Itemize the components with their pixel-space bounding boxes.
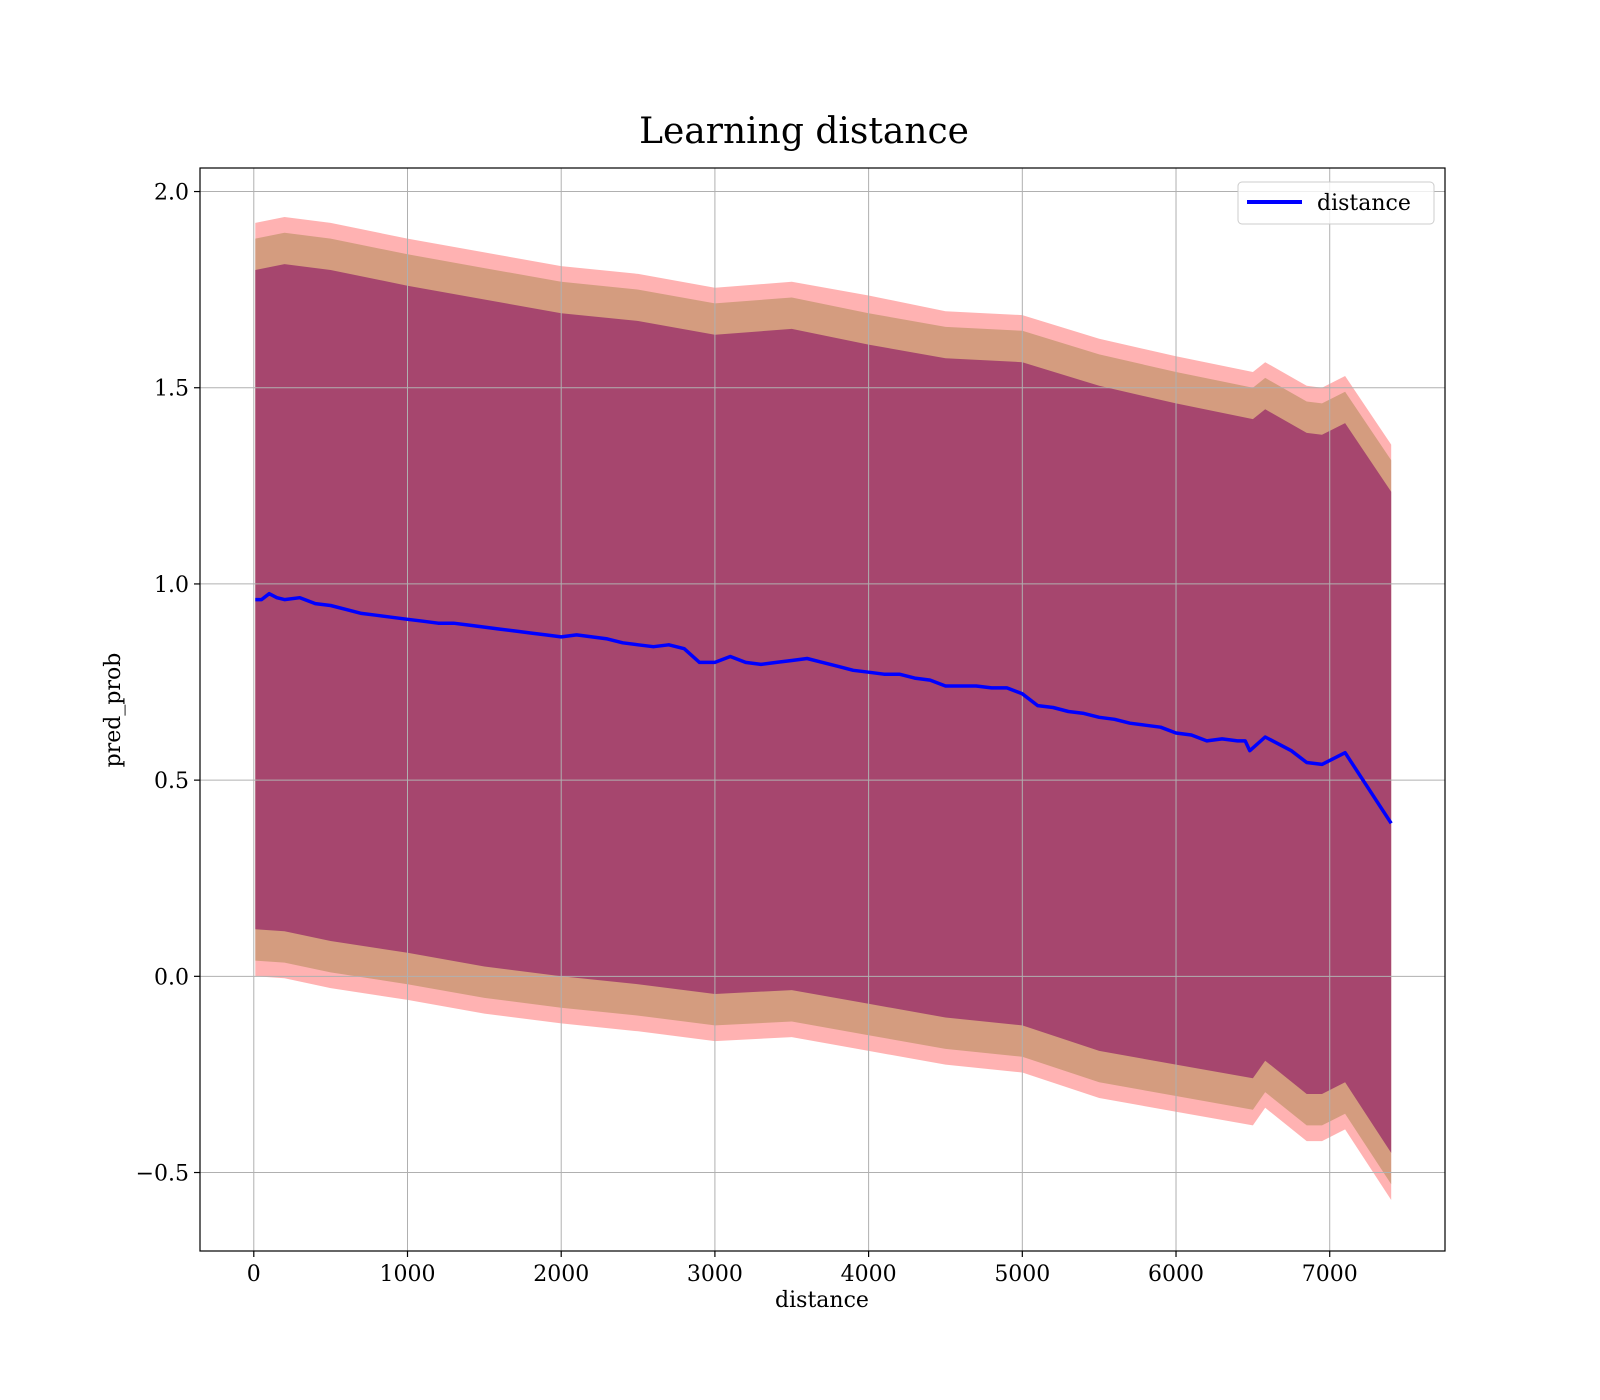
y-tick-label: 1.0: [154, 573, 189, 598]
y-axis-label: pred_prob: [101, 653, 126, 768]
legend: distance: [1237, 181, 1435, 225]
y-tick-label: −0.5: [136, 1162, 189, 1187]
x-tick-label: 2000: [533, 1262, 589, 1287]
legend-label-distance: distance: [1317, 191, 1411, 216]
x-tick-label: 6000: [1148, 1262, 1204, 1287]
y-tick-label: 1.5: [154, 377, 189, 402]
axis-ticks: 0 1000 2000 3000 4000 5000 6000 7000 −0.5 0.0 0.5 1…: [136, 181, 1358, 1287]
plot-frame: [199, 167, 1446, 1252]
x-tick-label: 0: [247, 1262, 261, 1287]
confidence-bands: [255, 217, 1392, 1200]
y-tick-label: 0.5: [154, 769, 189, 794]
x-tick-label: 5000: [994, 1262, 1050, 1287]
confidence-band-3: [255, 264, 1392, 1153]
y-tick-label: 2.0: [154, 181, 189, 206]
series-lines: [255, 591, 1393, 825]
y-tick-label: 0.0: [154, 965, 189, 990]
x-tick-label: 7000: [1302, 1262, 1358, 1287]
legend-box: [1237, 181, 1435, 225]
series-line-distance: [255, 591, 1393, 825]
x-tick-label: 1000: [380, 1262, 436, 1287]
x-axis-label: distance: [775, 1288, 869, 1313]
x-tick-label: 3000: [687, 1262, 743, 1287]
chart-title: Learning distance: [639, 111, 969, 152]
x-tick-label: 4000: [841, 1262, 897, 1287]
